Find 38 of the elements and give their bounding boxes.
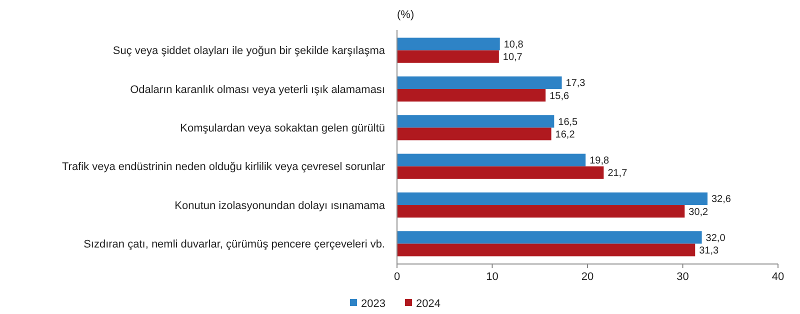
y-tick-label: Komşulardan veya sokaktan gelen gürültü	[180, 122, 385, 135]
bar	[397, 76, 562, 89]
bar	[397, 205, 685, 218]
data-label: 15,6	[550, 90, 570, 102]
legend-label: 2024	[416, 298, 440, 310]
x-tick-label: 0	[394, 271, 400, 283]
bar	[397, 38, 500, 50]
bar	[397, 115, 554, 128]
data-label: 16,5	[558, 116, 578, 128]
data-label: 21,7	[608, 168, 628, 180]
x-tick-label: 40	[772, 271, 784, 283]
y-tick-label: Odaların karanlık olması veya yeterli ışık alamaması	[130, 84, 385, 96]
data-label: 16,2	[555, 129, 576, 140]
x-tick-label: 20	[581, 271, 594, 283]
data-label: 10,8	[504, 40, 524, 51]
x-tick-label: 30	[676, 271, 689, 283]
x-axis-title: (%)	[397, 9, 414, 21]
data-label: 30,2	[688, 206, 709, 218]
bar	[397, 244, 696, 256]
bar	[397, 128, 552, 140]
data-label: 17,3	[566, 78, 586, 90]
y-tick-label: Trafik veya endüstrinin neden olduğu kirlilik veya çevresel sorunlar	[62, 161, 386, 174]
x-tick-label: 10	[486, 271, 498, 283]
bar	[397, 154, 586, 166]
data-label: 10,7	[502, 52, 523, 64]
y-tick-label: Suç veya şiddet olayları ile yoğun bir şekilde karşılaşma	[112, 45, 386, 58]
data-label: 19,8	[590, 156, 610, 167]
y-tick-label: Konutun izolasyonundan dolayı ısınamama	[174, 200, 386, 212]
bar	[397, 192, 708, 206]
data-label: 31,3	[699, 245, 720, 256]
legend-label: 2023	[361, 298, 386, 310]
bar	[397, 231, 702, 244]
bar	[397, 50, 499, 63]
bar	[397, 166, 604, 179]
data-label: 32,6	[712, 194, 732, 206]
bar	[397, 88, 546, 102]
data-label: 32,0	[706, 232, 726, 244]
y-tick-label: Sızdıran çatı, nemli duvarlar, çürümüş pencere çerçeveleri vb.	[84, 238, 385, 251]
